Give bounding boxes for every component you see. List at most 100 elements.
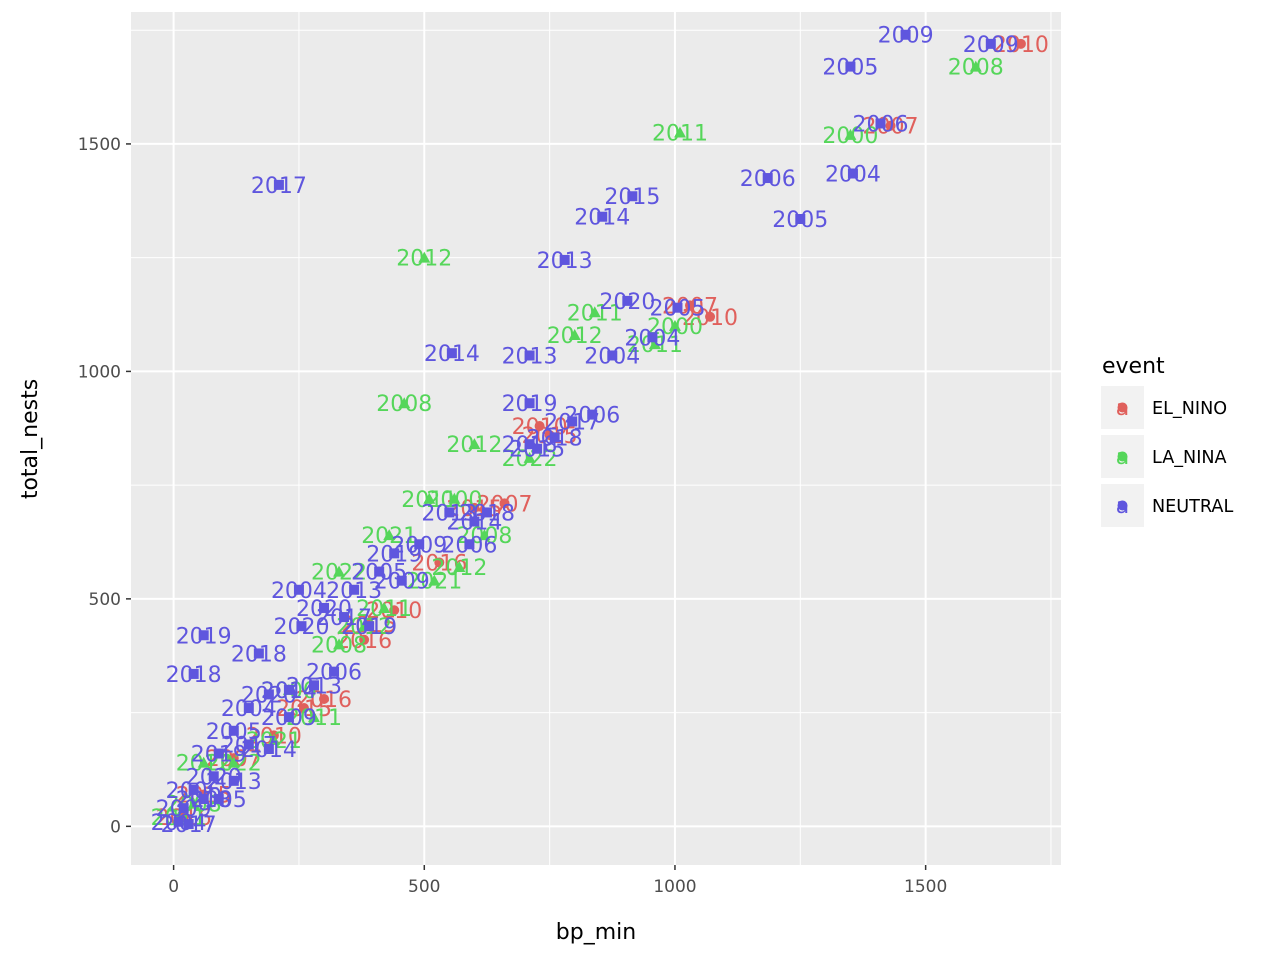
data-label: 2021 (361, 524, 417, 549)
data-point (668, 319, 681, 331)
data-point (481, 507, 492, 518)
data-point (559, 254, 570, 265)
data-point (374, 566, 385, 577)
data-label: 2018 (502, 433, 558, 458)
data-point (673, 126, 686, 138)
x-tick-label: 500 (408, 877, 440, 897)
data-label: 2012 (547, 324, 603, 349)
data-point (188, 784, 199, 795)
grid-major (131, 12, 1061, 865)
data-label: 2013 (537, 249, 593, 274)
data-label: 2019 (176, 624, 232, 649)
data-point (428, 574, 441, 586)
data-point (319, 693, 330, 704)
data-point (283, 684, 294, 695)
data-point (228, 775, 239, 786)
data-label: 2008 (166, 793, 222, 818)
data-point (263, 743, 274, 754)
data-point (446, 348, 457, 359)
legend-key-glyph: a (1116, 494, 1129, 519)
y-tick-label: 500 (89, 590, 121, 610)
data-point (349, 584, 360, 595)
data-point (243, 703, 254, 714)
data-label: 2014 (424, 342, 480, 367)
data-point (985, 38, 996, 49)
data-point (173, 816, 184, 827)
data-point (524, 398, 535, 409)
data-label: 2017 (544, 410, 600, 435)
data-point (523, 451, 536, 463)
data-point (267, 733, 280, 745)
data-label: 2017 (161, 813, 217, 838)
data-point (607, 350, 618, 361)
data-point (468, 438, 481, 450)
data-label: 2011 (567, 301, 623, 326)
data-label: 2018 (459, 501, 515, 526)
data-label: 2005 (772, 208, 828, 233)
data-label: 2012 (431, 556, 487, 581)
data-point (418, 251, 431, 263)
data-point (647, 332, 658, 343)
data-label: 2004 (271, 579, 327, 604)
data-point (795, 213, 806, 224)
data-label: 2006 (441, 533, 497, 558)
data-point (845, 61, 856, 72)
data-label: 2005 (649, 297, 705, 322)
data-label: 2014 (241, 738, 297, 763)
data-point (597, 211, 608, 222)
data-point (875, 118, 886, 129)
data-point (187, 797, 200, 809)
data-point (227, 756, 240, 768)
data-label: 2011 (652, 122, 708, 147)
data-label: 2018 (231, 642, 287, 667)
data-point (885, 120, 896, 131)
data-label: 2011 (286, 706, 342, 731)
data-point (307, 711, 320, 723)
data-point (478, 529, 491, 541)
data-point (672, 302, 683, 313)
data-point (969, 60, 982, 72)
data-label: 2011 (356, 597, 412, 622)
data-point (188, 668, 199, 679)
data-point (622, 295, 633, 306)
data-label: 2009 (261, 706, 317, 731)
data-label: 2006 (166, 779, 222, 804)
data-label: 2020 (273, 615, 329, 640)
plot-panel (131, 12, 1061, 865)
data-label: 2017 (251, 174, 307, 199)
data-point (253, 648, 264, 659)
data-point (549, 432, 560, 443)
data-point (453, 561, 466, 573)
data-label: 2010 (366, 599, 422, 624)
data-label: 2013 (206, 770, 262, 795)
data-point (762, 173, 773, 184)
x-tick-label: 1500 (904, 877, 947, 897)
data-point (847, 168, 858, 179)
data-point (448, 492, 461, 504)
data-point (532, 443, 543, 454)
legend-key-point (1117, 402, 1128, 413)
data-label: 2012 (446, 433, 502, 458)
data-label: 2005 (822, 56, 878, 81)
data-label: 2004 (825, 163, 881, 188)
data-point (213, 794, 224, 805)
data-label: 2021 (246, 729, 302, 754)
data-point (273, 179, 284, 190)
data-point (627, 191, 638, 202)
data-label: 2022 (311, 561, 367, 586)
data-label: 2013 (286, 674, 342, 699)
data-point (333, 565, 346, 577)
x-tick-label: 1000 (653, 877, 696, 897)
data-point (567, 416, 578, 427)
data-point (423, 492, 436, 504)
data-point (178, 803, 189, 814)
data-point (1015, 38, 1026, 49)
data-point (298, 703, 309, 714)
data-point (389, 605, 400, 616)
data-point (464, 539, 475, 550)
data-label: 2007 (863, 115, 919, 140)
series-la-nina: 2008200020112000201120112012201220082012… (151, 56, 1004, 832)
data-label: 2000 (426, 488, 482, 513)
